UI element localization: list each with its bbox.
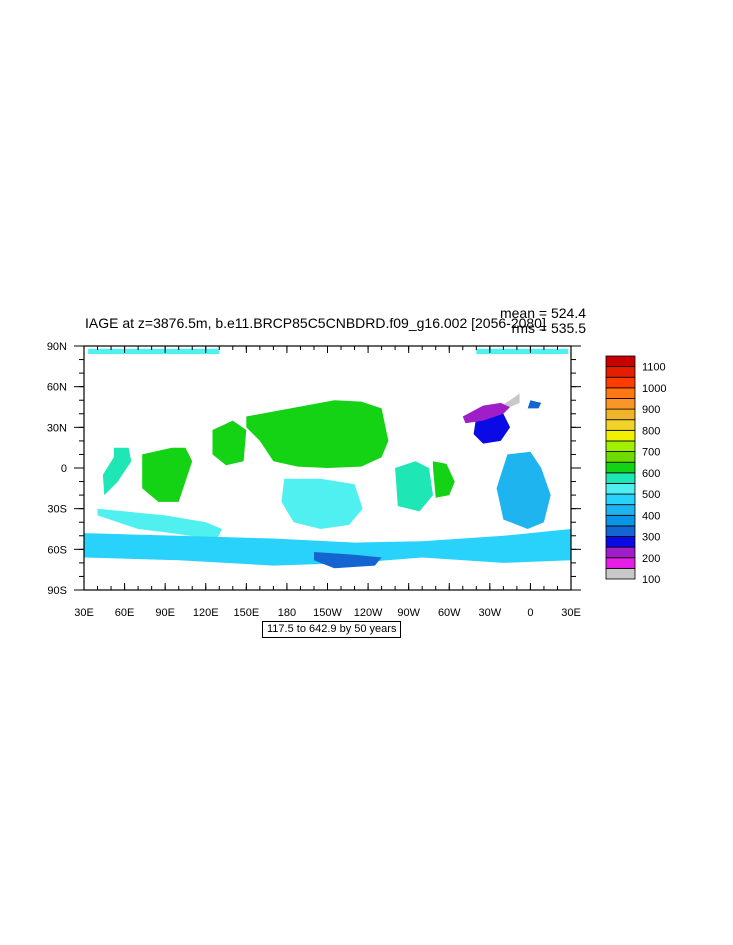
colorbar-label: 200 xyxy=(642,553,660,565)
colorbar-label: 700 xyxy=(642,447,660,459)
y-tick-label: 30S xyxy=(47,504,67,516)
colorbar-box xyxy=(605,567,636,580)
colorbar-box xyxy=(605,557,636,569)
x-tick-label: 120E xyxy=(193,607,219,619)
chart-title: IAGE at z=3876.5m, b.e11.BRCP85C5CNBDRD.… xyxy=(85,315,546,331)
ocean-region xyxy=(212,420,247,466)
ocean-region xyxy=(473,413,511,444)
colorbar-box xyxy=(605,398,636,410)
x-tick-label: 90E xyxy=(155,607,175,619)
colorbar-label: 500 xyxy=(642,489,660,501)
x-tick-label: 90W xyxy=(397,607,420,619)
colorbar-box xyxy=(605,440,636,452)
y-tick-label: 90S xyxy=(47,585,67,597)
colorbar-box xyxy=(605,483,636,495)
ocean-region xyxy=(395,461,433,512)
x-tick-label: 30W xyxy=(479,607,502,619)
colorbar-box xyxy=(605,493,636,506)
colorbar-label: 400 xyxy=(642,510,660,522)
colorbar-box xyxy=(605,387,636,399)
ocean-region xyxy=(462,402,511,424)
rms-stat: rms = 535.5 xyxy=(511,320,586,336)
ocean-region xyxy=(527,400,542,409)
colorbar-box xyxy=(605,408,636,421)
colorbar-box xyxy=(605,376,636,389)
ocean-region xyxy=(142,447,193,502)
colorbar-label: 800 xyxy=(642,425,660,437)
colorbar-box xyxy=(605,429,636,442)
colorbar-box xyxy=(605,504,636,516)
colorbar-box xyxy=(605,514,636,527)
x-tick-label: 180 xyxy=(278,607,296,619)
ocean-region xyxy=(314,552,382,569)
colorbar-box xyxy=(605,461,636,474)
x-tick-label: 0 xyxy=(527,607,533,619)
colorbar-box xyxy=(605,451,636,463)
ocean-region xyxy=(281,478,363,529)
colorbar-label: 100 xyxy=(642,574,660,586)
colorbar-box xyxy=(605,366,636,378)
colorbar-box xyxy=(605,536,636,548)
ocean-region xyxy=(476,348,569,355)
ocean-region xyxy=(102,447,132,496)
y-tick-label: 60S xyxy=(47,544,67,556)
x-tick-label: 150W xyxy=(313,607,342,619)
y-tick-label: 60N xyxy=(47,382,67,394)
ocean-region xyxy=(88,348,220,355)
colorbar-label: 300 xyxy=(642,532,660,544)
colorbar-box xyxy=(605,525,636,537)
colorbar-box xyxy=(605,546,636,559)
colorbar-box xyxy=(605,419,636,431)
x-tick-label: 150E xyxy=(233,607,259,619)
ocean-region xyxy=(503,393,520,407)
contour-range-label: 117.5 to 642.9 by 50 years xyxy=(262,621,402,638)
ocean-region xyxy=(433,461,455,498)
colorbar-box xyxy=(605,355,636,368)
x-tick-label: 30E xyxy=(561,607,581,619)
x-tick-label: 30E xyxy=(74,607,94,619)
mean-stat: mean = 524.4 xyxy=(499,305,586,321)
colorbar-label: 1000 xyxy=(642,383,666,395)
ocean-region xyxy=(97,508,222,540)
y-tick-label: 0 xyxy=(61,463,67,475)
colorbar-box xyxy=(605,472,636,484)
y-tick-label: 90N xyxy=(47,341,67,353)
colorbar-label: 1100 xyxy=(642,362,666,374)
x-tick-label: 60W xyxy=(438,607,461,619)
ocean-region xyxy=(246,400,389,468)
colorbar-label: 900 xyxy=(642,404,660,416)
y-tick-label: 30N xyxy=(47,422,67,434)
colorbar-label: 600 xyxy=(642,468,660,480)
x-tick-label: 60E xyxy=(115,607,135,619)
x-tick-label: 120W xyxy=(354,607,383,619)
ocean-region xyxy=(84,529,571,566)
ocean-region xyxy=(496,451,551,529)
